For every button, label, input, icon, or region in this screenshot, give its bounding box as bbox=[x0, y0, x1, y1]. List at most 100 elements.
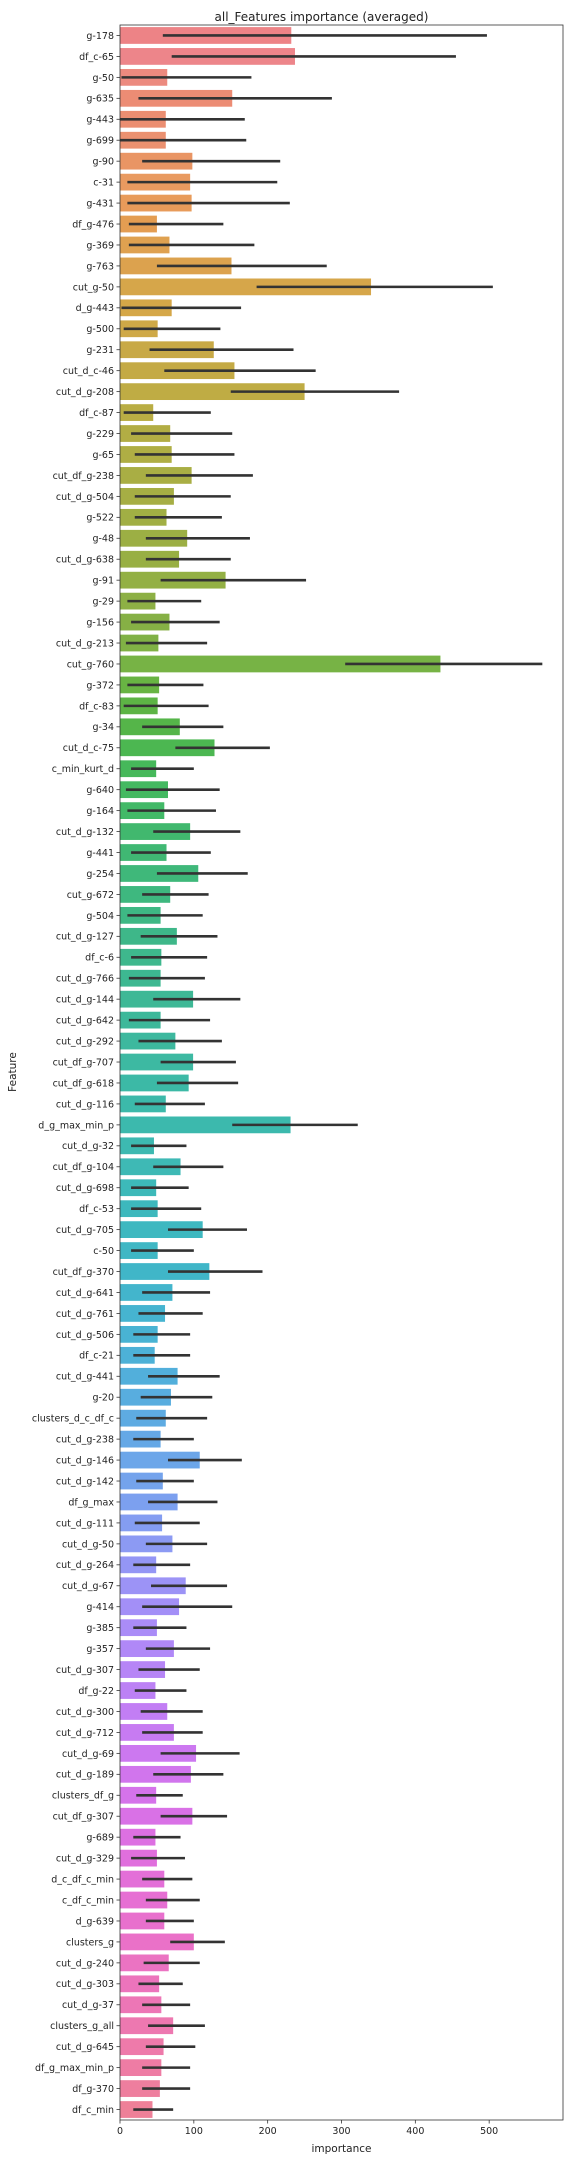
y-tick-label: cut_d_g-712 bbox=[56, 1728, 114, 1739]
y-tick-label: cut_d_g-132 bbox=[56, 827, 114, 838]
bar-c_df_c_min bbox=[120, 1891, 168, 1909]
y-tick-label: cut_d_g-303 bbox=[56, 1979, 114, 1990]
bar-df_g-370 bbox=[120, 2080, 160, 2097]
y-tick-label: cut_d_g-329 bbox=[56, 1854, 114, 1865]
y-tick-label: cut_d_g-37 bbox=[62, 2000, 114, 2011]
y-tick-label: g-443 bbox=[86, 115, 114, 126]
bar-cut_d_c-75 bbox=[120, 739, 215, 757]
y-tick-label: df_c-87 bbox=[79, 408, 114, 419]
y-tick-label: g-699 bbox=[86, 136, 114, 147]
bar-cut_d_g-69 bbox=[120, 1744, 197, 1762]
x-tick-label: 500 bbox=[480, 2126, 498, 2137]
y-axis-ticks: g-178 df_c-65 g-50 g-635 g-443 g-699 g-90 c-31 g… bbox=[32, 31, 120, 2116]
y-tick-label: df_g-476 bbox=[72, 219, 114, 230]
y-tick-label: g-640 bbox=[86, 785, 114, 796]
y-tick-label: df_c-53 bbox=[79, 1204, 114, 1215]
y-tick-label: clusters_df_g bbox=[52, 1791, 114, 1802]
y-tick-label: cut_d_g-144 bbox=[56, 995, 114, 1006]
y-tick-label: cut_d_g-645 bbox=[56, 2042, 114, 2053]
y-tick-label: c_df_c_min bbox=[62, 1895, 114, 1906]
y-tick-label: cut_d_g-240 bbox=[56, 1958, 114, 1969]
bar-cut_d_g-146 bbox=[120, 1451, 200, 1469]
y-tick-label: cut_df_g-370 bbox=[53, 1267, 114, 1278]
bar-cut_df_g-370 bbox=[120, 1263, 210, 1280]
bar-cut_df_g-707 bbox=[120, 1053, 194, 1071]
y-tick-label: g-34 bbox=[92, 722, 114, 733]
bars-group bbox=[120, 27, 441, 2118]
y-tick-label: clusters_g bbox=[66, 1937, 114, 1948]
y-tick-label: g-20 bbox=[92, 1393, 114, 1404]
y-tick-label: cut_d_c-75 bbox=[63, 743, 114, 754]
bar-cut_df_g-307 bbox=[120, 1807, 193, 1825]
y-tick-label: g-90 bbox=[92, 157, 114, 168]
y-tick-label: g-500 bbox=[86, 324, 114, 335]
y-tick-label: cut_d_g-208 bbox=[56, 387, 114, 398]
y-tick-label: df_g-370 bbox=[72, 2084, 114, 2095]
bar-clusters_g_all bbox=[120, 2017, 174, 2035]
bar-d_g-639 bbox=[120, 1912, 165, 1930]
y-tick-label: d_c_df_c_min bbox=[51, 1874, 114, 1885]
bar-clusters_g bbox=[120, 1933, 194, 1951]
y-tick-label: cut_d_g-146 bbox=[56, 1455, 114, 1466]
y-tick-label: cut_d_g-238 bbox=[56, 1435, 114, 1446]
y-tick-label: g-29 bbox=[92, 597, 114, 608]
y-tick-label: df_g_max bbox=[68, 1497, 114, 1508]
y-tick-label: cut_d_g-638 bbox=[56, 555, 114, 566]
y-tick-label: g-254 bbox=[86, 869, 114, 880]
bar-d_g_max_min_p bbox=[120, 1116, 291, 1134]
y-tick-label: clusters_g_all bbox=[50, 2021, 114, 2032]
y-tick-label: g-414 bbox=[86, 1602, 114, 1613]
x-tick-label: 200 bbox=[259, 2126, 277, 2137]
y-tick-label: cut_d_g-50 bbox=[62, 1539, 114, 1550]
y-tick-label: cut_d_c-46 bbox=[63, 366, 114, 377]
x-axis-ticks: 0 100 200 300 400 500 bbox=[117, 2120, 498, 2137]
bar-df_g_max_min_p bbox=[120, 2059, 162, 2077]
y-tick-label: df_g_max_min_p bbox=[35, 2063, 114, 2074]
y-tick-label: cut_d_g-189 bbox=[56, 1770, 114, 1781]
error-bars-group bbox=[120, 34, 543, 2111]
y-tick-label: cut_d_g-69 bbox=[62, 1749, 114, 1760]
y-tick-label: df_c_min bbox=[72, 2105, 114, 2116]
y-tick-label: cut_d_g-142 bbox=[56, 1476, 114, 1487]
y-tick-label: g-65 bbox=[92, 450, 114, 461]
y-tick-label: cut_df_g-238 bbox=[53, 471, 114, 482]
bar-cut_d_g-208 bbox=[120, 383, 305, 401]
bar-cut_d_g-645 bbox=[120, 2038, 164, 2056]
y-tick-label: c_min_kurt_d bbox=[52, 764, 114, 775]
y-tick-label: cut_df_g-618 bbox=[53, 1078, 114, 1089]
y-tick-label: g-763 bbox=[86, 261, 114, 272]
y-tick-label: df_c-6 bbox=[85, 953, 114, 964]
y-tick-label: cut_d_g-504 bbox=[56, 492, 114, 503]
y-tick-label: g-441 bbox=[86, 848, 114, 859]
y-axis-title: Feature bbox=[7, 1052, 19, 1092]
y-tick-label: c-31 bbox=[93, 178, 114, 189]
y-tick-label: cut_g-50 bbox=[73, 282, 114, 293]
bar-cut_g-50 bbox=[120, 278, 372, 296]
y-tick-label: g-156 bbox=[86, 617, 114, 628]
bar-cut_df_g-618 bbox=[120, 1074, 189, 1092]
y-tick-label: cut_d_g-307 bbox=[56, 1665, 114, 1676]
x-axis-title: importance bbox=[312, 2143, 372, 2155]
y-tick-label: cut_d_g-111 bbox=[56, 1518, 114, 1529]
y-tick-label: g-229 bbox=[86, 429, 114, 440]
y-tick-label: g-431 bbox=[86, 198, 114, 209]
bar-cut_d_g-37 bbox=[120, 1996, 162, 2014]
x-tick-label: 400 bbox=[406, 2126, 424, 2137]
y-tick-label: cut_d_g-67 bbox=[62, 1581, 114, 1592]
y-tick-label: g-689 bbox=[86, 1833, 114, 1844]
y-tick-label: cut_d_g-300 bbox=[56, 1707, 114, 1718]
y-tick-label: g-231 bbox=[86, 345, 114, 356]
y-tick-label: cut_d_g-441 bbox=[56, 1372, 114, 1383]
y-tick-label: d_g-443 bbox=[76, 303, 114, 314]
y-tick-label: df_g-22 bbox=[78, 1686, 114, 1697]
y-tick-label: df_c-21 bbox=[79, 1351, 114, 1362]
y-tick-label: df_c-83 bbox=[79, 701, 114, 712]
x-tick-label: 100 bbox=[185, 2126, 203, 2137]
y-tick-label: g-369 bbox=[86, 240, 114, 251]
y-tick-label: df_c-65 bbox=[79, 52, 114, 63]
y-tick-label: clusters_d_c_df_c bbox=[32, 1414, 114, 1425]
bar-cut_df_g-104 bbox=[120, 1158, 181, 1176]
y-tick-label: cut_d_g-127 bbox=[56, 932, 114, 943]
y-tick-label: cut_df_g-307 bbox=[53, 1812, 114, 1823]
